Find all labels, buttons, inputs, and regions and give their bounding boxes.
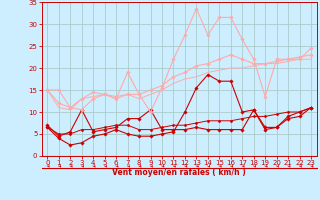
X-axis label: Vent moyen/en rafales ( km/h ): Vent moyen/en rafales ( km/h ) <box>112 168 246 177</box>
